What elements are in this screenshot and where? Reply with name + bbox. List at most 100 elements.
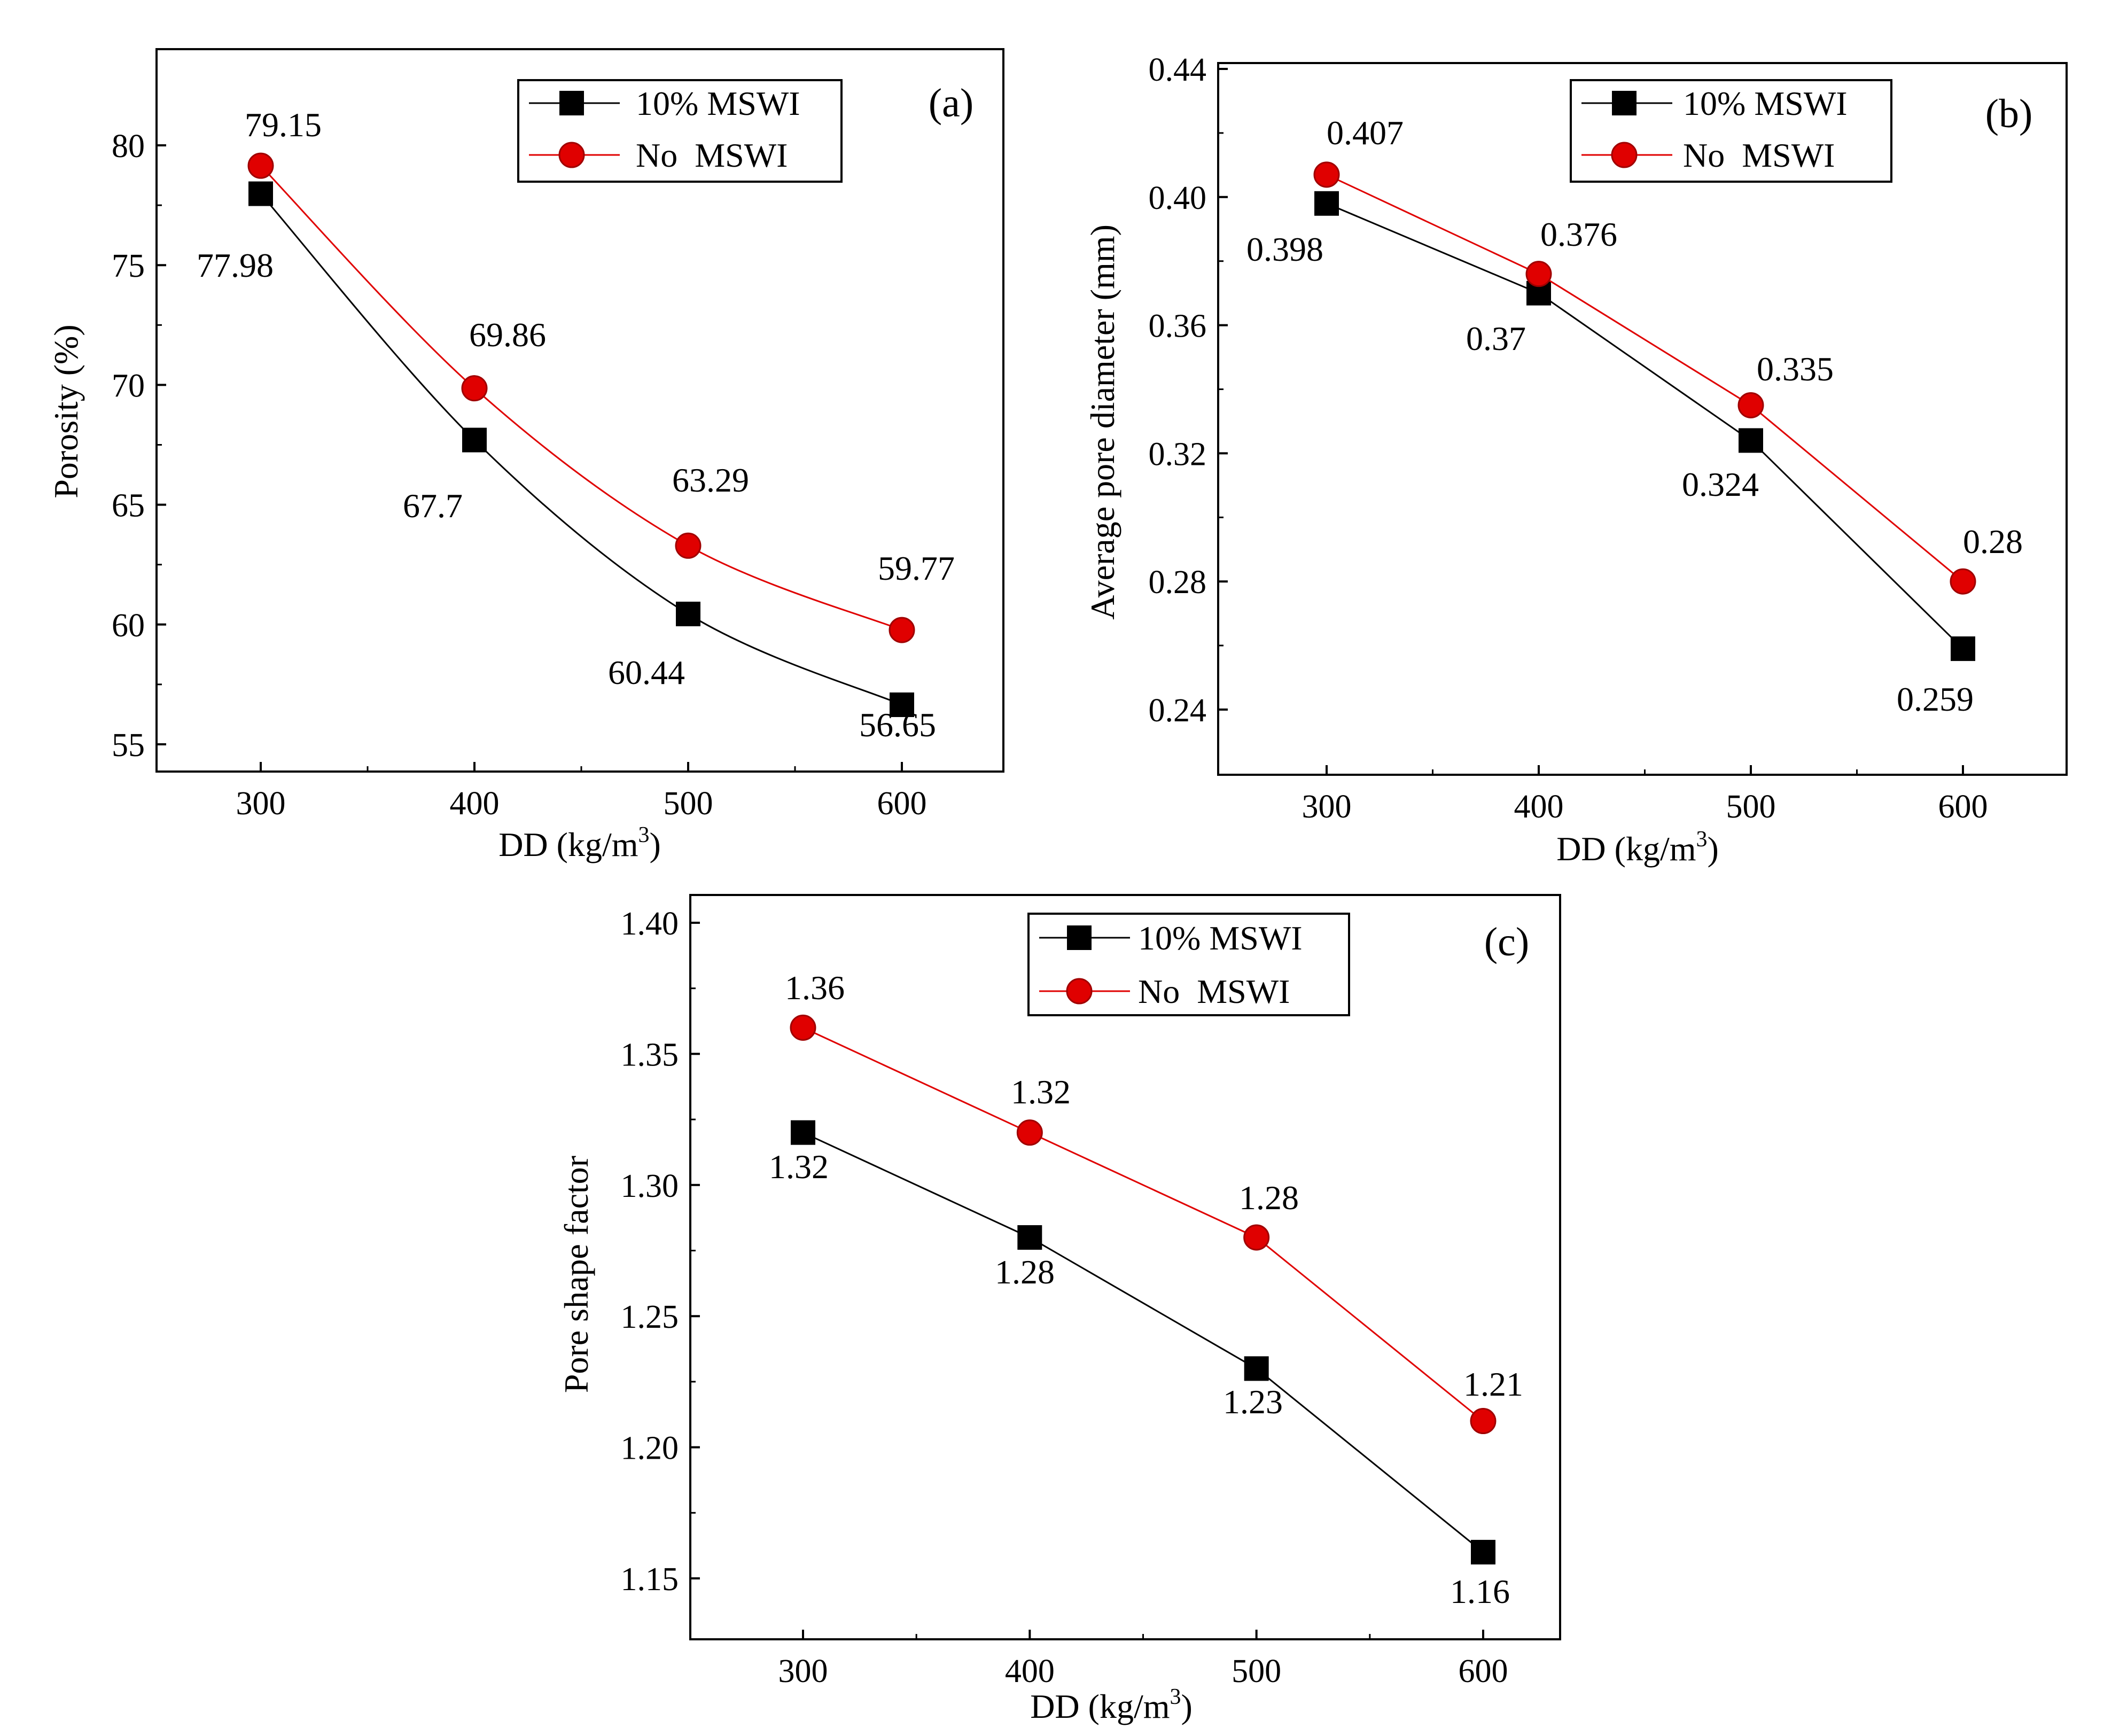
data-point-no-mswi <box>1525 261 1552 287</box>
data-point-no-mswi <box>889 617 915 643</box>
data-label: 0.407 <box>1327 114 1404 152</box>
data-label: 60.44 <box>608 653 685 691</box>
y-axis-title: Pore shape factor <box>557 1156 595 1393</box>
data-point-no-mswi <box>1243 1224 1270 1251</box>
legend-marker <box>1066 978 1093 1005</box>
y-tick-label: 1.35 <box>621 1037 679 1073</box>
data-point-no-mswi <box>461 375 488 402</box>
y-tick-label: 1.20 <box>621 1430 679 1467</box>
data-point-10-mswi <box>676 602 700 627</box>
data-label: 1.36 <box>785 969 845 1007</box>
x-tick-label: 500 <box>664 785 713 822</box>
series-line-10-mswi <box>260 193 902 706</box>
data-label: 0.376 <box>1540 215 1617 253</box>
panel-tag: (b) <box>1985 91 2033 136</box>
data-label: 69.86 <box>469 316 546 354</box>
legend-label: No MSWI <box>1683 136 1835 174</box>
x-axis-title: DD (kg/m3) <box>1030 1685 1193 1725</box>
y-tick-label: 70 <box>112 368 145 404</box>
data-point-10-mswi <box>248 181 273 206</box>
legend-label: No MSWI <box>1138 972 1290 1010</box>
plot-frame <box>155 48 1004 773</box>
y-tick-label: 65 <box>112 488 145 524</box>
data-point-no-mswi <box>247 152 274 179</box>
data-point-no-mswi <box>790 1014 816 1041</box>
panel-tag: (a) <box>929 81 973 126</box>
legend: 10% MSWI No MSWI <box>517 79 843 183</box>
data-point-10-mswi <box>791 1120 815 1145</box>
legend: 10% MSWI No MSWI <box>1027 913 1350 1016</box>
data-point-10-mswi <box>890 692 914 718</box>
y-tick-label: 0.32 <box>1149 436 1207 472</box>
y-tick-label: 55 <box>112 727 145 764</box>
panel-a: 300 400 500 600 55 60 65 70 75 80 DD (kg/m3) Porosi… <box>47 48 1004 863</box>
y-tick-label: 75 <box>112 248 145 284</box>
data-label: 1.32 <box>769 1148 829 1186</box>
x-tick-label: 300 <box>236 785 286 822</box>
plot-frame <box>689 894 1561 1640</box>
legend-marker <box>1067 925 1092 950</box>
legend-marker <box>1612 91 1637 115</box>
legend-label: 10% MSWI <box>1138 919 1303 957</box>
legend-marker <box>1611 142 1638 168</box>
panel-b: 300 400 500 600 0.24 0.28 0.32 0.36 0.40 0.44 DD (… <box>1084 52 2068 868</box>
data-point-10-mswi <box>1739 428 1763 453</box>
y-tick-label: 1.40 <box>621 906 679 942</box>
x-axis-title: DD (kg/m3) <box>1556 827 1719 868</box>
data-label: 1.21 <box>1463 1365 1523 1403</box>
y-tick-label: 1.15 <box>621 1561 679 1598</box>
series-line-10-mswi <box>1326 203 1964 650</box>
data-point-10-mswi <box>1951 636 1975 661</box>
data-label: 56.65 <box>859 706 936 744</box>
y-tick-label: 0.40 <box>1149 180 1207 216</box>
data-label: 63.29 <box>672 461 749 499</box>
plot-frame <box>1217 62 2068 776</box>
y-tick-label: 0.24 <box>1149 692 1207 729</box>
data-label: 1.32 <box>1011 1073 1071 1111</box>
data-point-10-mswi <box>1471 1539 1495 1564</box>
panel-c: 300 400 500 600 1.15 1.20 1.25 1.30 1.35 1.40 DD (… <box>557 894 1561 1725</box>
data-point-no-mswi <box>1016 1119 1043 1146</box>
data-label: 0.259 <box>1897 680 1974 718</box>
x-tick-label: 500 <box>1726 789 1776 825</box>
y-tick-label: 0.44 <box>1149 52 1207 88</box>
y-tick-label: 80 <box>112 128 145 165</box>
x-tick-label: 300 <box>1302 789 1352 825</box>
data-point-10-mswi <box>462 427 487 453</box>
y-tick-label: 0.36 <box>1149 308 1207 345</box>
y-axis-title: Porosity (%) <box>47 324 85 498</box>
series-line-no-mswi <box>1326 174 1963 582</box>
data-point-no-mswi <box>1470 1408 1497 1435</box>
data-label: 0.28 <box>1963 523 2023 560</box>
x-tick-label: 400 <box>450 785 500 822</box>
y-tick-label: 1.30 <box>621 1168 679 1204</box>
panel-tag: (c) <box>1484 920 1529 964</box>
legend-marker <box>559 91 584 115</box>
data-point-no-mswi <box>1737 392 1764 418</box>
data-label: 1.16 <box>1450 1572 1510 1610</box>
legend-label: No MSWI <box>636 136 788 174</box>
data-label: 0.324 <box>1682 465 1759 503</box>
data-point-no-mswi <box>1313 161 1340 188</box>
x-axis-title: DD (kg/m3) <box>498 823 661 863</box>
data-label: 0.37 <box>1466 320 1526 357</box>
x-tick-label: 400 <box>1005 1653 1055 1690</box>
data-label: 59.77 <box>878 549 955 587</box>
legend-label: 10% MSWI <box>1683 84 1848 122</box>
data-point-10-mswi <box>1314 191 1339 216</box>
x-tick-label: 600 <box>877 785 927 822</box>
y-tick-label: 60 <box>112 608 145 644</box>
data-label: 67.7 <box>403 487 463 525</box>
data-point-no-mswi <box>675 532 702 559</box>
x-tick-label: 600 <box>1459 1653 1508 1690</box>
series-line-no-mswi <box>260 165 902 631</box>
data-label: 1.23 <box>1223 1383 1283 1421</box>
series-line-no-mswi <box>802 1026 1484 1422</box>
data-point-10-mswi <box>1017 1225 1042 1250</box>
data-label: 79.15 <box>245 106 322 144</box>
data-label: 0.335 <box>1757 350 1834 388</box>
legend-marker <box>558 142 585 168</box>
x-tick-label: 500 <box>1232 1653 1281 1690</box>
